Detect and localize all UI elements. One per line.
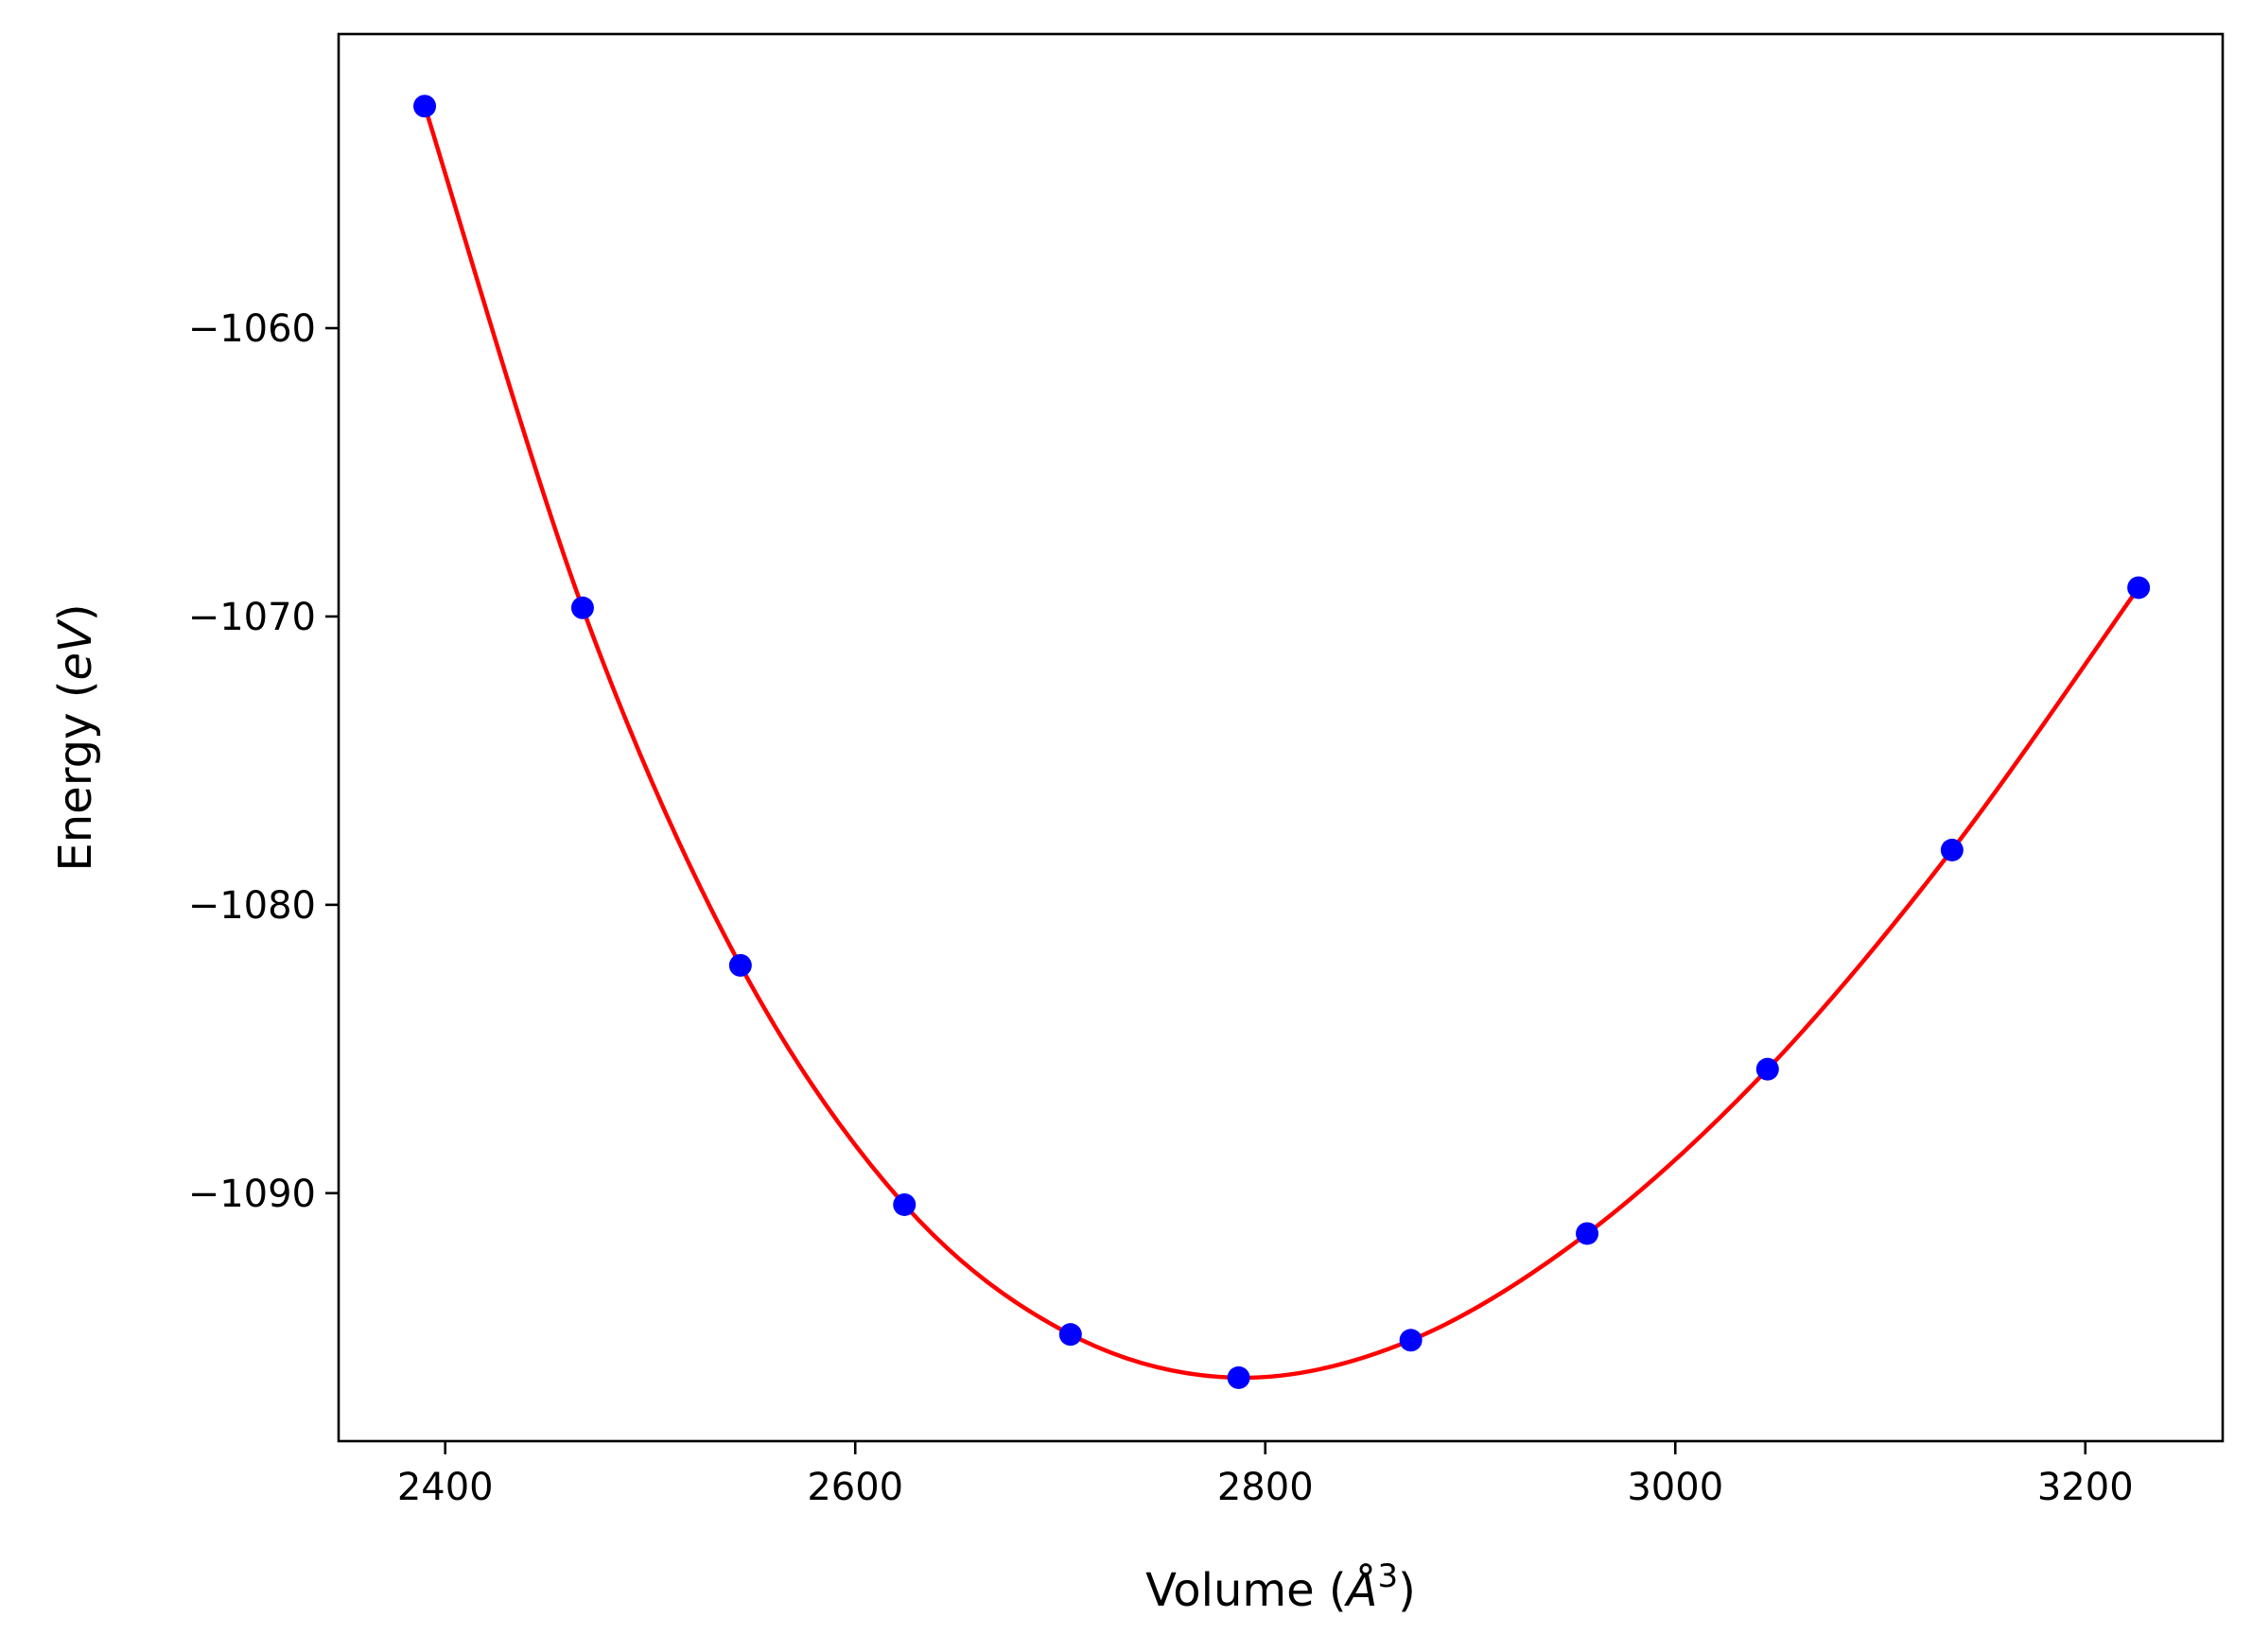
y-axis-ticks: −1060 −1070 −1080 −1090 (188, 307, 339, 1216)
plot-area (413, 95, 2151, 1389)
data-point (1940, 838, 1964, 861)
x-axis-label-main: Volume ( (1145, 1564, 1347, 1617)
data-point (2127, 576, 2151, 600)
data-point (1227, 1365, 1250, 1389)
y-tick-label: −1080 (188, 884, 316, 928)
x-tick-label: 2600 (807, 1466, 903, 1509)
x-tick-label: 3000 (1627, 1466, 1723, 1509)
x-tick-label: 2400 (397, 1466, 494, 1509)
data-point (1399, 1329, 1423, 1352)
data-point (728, 953, 752, 977)
x-axis-label-unit: Å (1344, 1563, 1378, 1617)
data-point (413, 95, 437, 118)
y-tick-label: −1090 (188, 1173, 316, 1216)
x-axis-ticks: 2400 2600 2800 3000 3200 (397, 1441, 2134, 1509)
y-axis-label-close: ) (49, 603, 102, 621)
data-point (893, 1192, 917, 1216)
y-axis-label: Energy (eV) (49, 603, 102, 871)
data-point (1576, 1222, 1599, 1245)
x-tick-label: 3200 (2037, 1466, 2134, 1509)
y-axis-label-main: Energy ( (49, 681, 102, 872)
data-point (1755, 1057, 1779, 1081)
data-point (1058, 1323, 1082, 1347)
x-axis-label-close: ) (1398, 1564, 1416, 1617)
x-axis-label: Volume (Å3) (1145, 1557, 1416, 1617)
y-axis-label-unit: eV (49, 618, 102, 681)
x-axis-label-power: 3 (1377, 1557, 1398, 1595)
fit-curve (422, 105, 2140, 1381)
x-tick-label: 2800 (1217, 1466, 1314, 1509)
y-tick-label: −1070 (188, 596, 316, 639)
y-tick-label: −1060 (188, 307, 316, 351)
data-point (570, 596, 594, 619)
plot-frame (337, 32, 2225, 1443)
